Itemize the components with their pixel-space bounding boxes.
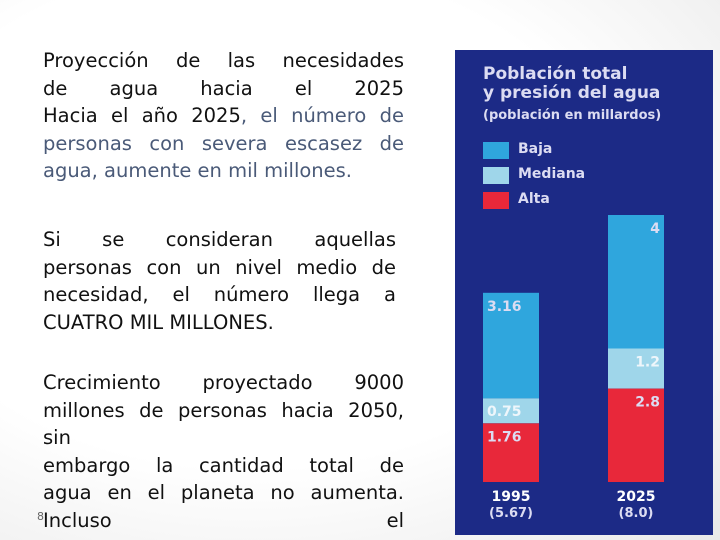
text-line: millones de personas hacia 2050, — [43, 398, 404, 422]
x-tick-label: 1995 — [492, 489, 531, 505]
bar-mediana-2025 — [608, 348, 664, 389]
category-total-label: (8.0) — [619, 506, 654, 521]
legend-label: Baja — [518, 141, 553, 157]
bar-baja-1995 — [483, 292, 539, 399]
text-line: Incluso el — [43, 508, 404, 532]
text-line: agua, aumente en mil millones. — [43, 159, 353, 182]
legend-label: Alta — [518, 191, 550, 207]
text-line: agua en el planeta no aumenta. — [43, 481, 404, 504]
text-fragment-highlight: , el número de — [240, 104, 404, 127]
legend-swatch — [483, 142, 509, 159]
text-line: embargo la cantidad total de — [43, 453, 404, 477]
chart-subtitle: (población en millardos) — [483, 108, 662, 123]
legend-label: Mediana — [518, 166, 586, 182]
text-line: personas con un nivel medio de — [43, 255, 396, 279]
text-line: CUATRO MIL MILLONES. — [43, 310, 274, 334]
text-line: Proyección de las necesidades — [43, 49, 404, 72]
paragraph-medium-need: Si se consideran aquellas personas con u… — [43, 226, 396, 336]
data-label: 1.2 — [635, 355, 660, 371]
chart-title: Población total y presión del agua — [483, 64, 661, 103]
bar-baja-2025 — [608, 215, 664, 349]
data-label: 4 — [650, 221, 660, 237]
page-number: 8 — [37, 510, 44, 523]
legend-swatch — [483, 167, 509, 184]
paragraph-population-growth: Crecimiento proyectado 9000 millones de … — [43, 369, 404, 534]
bar-mediana-1995 — [483, 398, 539, 424]
text-line: Si se consideran aquellas — [43, 228, 396, 251]
data-label: 1.76 — [487, 429, 522, 445]
text-line: sin — [43, 426, 71, 449]
data-label: 0.75 — [487, 404, 522, 420]
x-tick-label: 2025 — [617, 489, 656, 505]
bar-alta-1995 — [483, 423, 539, 482]
category-total-label: (5.67) — [489, 506, 533, 521]
text-line: de agua hacia el 2025 — [43, 76, 404, 100]
bar-alta-2025 — [608, 388, 664, 482]
text-line: Crecimiento proyectado 9000 — [43, 371, 404, 394]
paragraph-water-projection: Proyección de las necesidades de agua ha… — [43, 47, 404, 185]
legend-swatch — [483, 192, 509, 209]
chart-svg: 1.76 0.75 3.16 1995(5.67) 2.8 1.2 4 2025(8.0) — [483, 215, 664, 521]
text-line: personas con severa escasez de — [43, 131, 404, 155]
data-label: 3.16 — [487, 299, 522, 315]
chart-panel: 1.76 0.75 3.16 1995 (5.67) 2.8 1.2 4 2025 (8.0) P… — [455, 50, 713, 535]
text-line: necesidad, el número llega a — [43, 283, 396, 306]
text-fragment: Hacia el año 2025 — [43, 104, 241, 127]
data-label: 2.8 — [635, 395, 660, 411]
text-line: Hacia el año 2025, el número de — [43, 102, 404, 130]
